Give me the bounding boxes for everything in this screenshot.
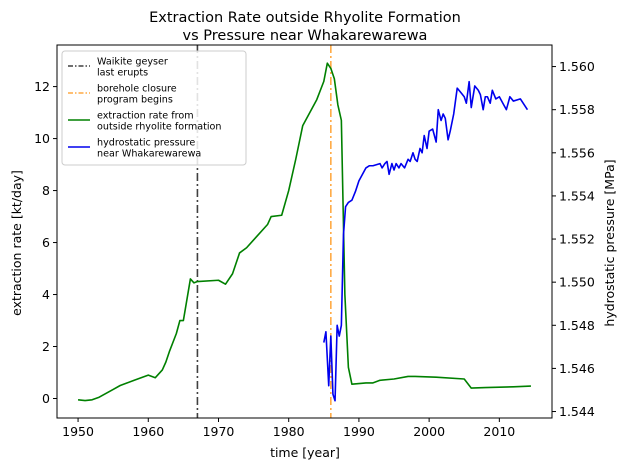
series-line-1 (77, 62, 531, 402)
legend-label-3-line-2: outside rhyolite formation (97, 122, 222, 133)
y-right-tick-label-0: 1.544 (559, 404, 595, 419)
y-right-tick-label-3: 1.550 (559, 275, 595, 290)
axes: 1950 1960 1970 1980 1990 2000 2010 0 2 4 6 8 10 12 1.5… (34, 44, 595, 439)
legend-label-2-line-2: program begins (97, 95, 173, 106)
x-tick-label-1980: 1980 (273, 424, 305, 439)
axes-frame (56, 44, 553, 419)
chart-title-line-1: Extraction Rate outside Rhyolite Formati… (149, 10, 461, 26)
y-axis-right-label: hydrostatic pressure [MPa] (602, 159, 617, 326)
y-left-tick-label-6: 6 (42, 235, 50, 250)
y-right-tick-label-4: 1.552 (559, 232, 595, 247)
x-tick-label-1990: 1990 (343, 424, 375, 439)
legend-label-4-line-1: hydrostatic pressure (97, 138, 195, 149)
y-left-tick-label-2: 2 (42, 339, 50, 354)
legend-label-1-line-1: Waikite geyser (97, 57, 168, 68)
x-tick-label-1970: 1970 (203, 424, 235, 439)
y-right-tick-label-8: 1.560 (559, 59, 595, 74)
y-right-tick-label-1: 1.546 (559, 361, 595, 376)
legend-label-2-line-1: borehole closure (97, 84, 177, 95)
plot-area (77, 45, 531, 418)
y-right-tick-label-5: 1.554 (559, 188, 595, 203)
x-tick-label-2000: 2000 (413, 424, 445, 439)
legend-box (61, 50, 247, 166)
y-left-tick-label-10: 10 (34, 131, 50, 146)
y-right-tick-label-2: 1.548 (559, 318, 595, 333)
y-left-tick-label-12: 12 (34, 79, 50, 94)
y-left-tick-label-4: 4 (42, 287, 50, 302)
x-axis-label: time [year] (270, 445, 340, 460)
legend-label-1-line-2: last erupts (97, 68, 148, 79)
chart-title-line-2: vs Pressure near Whakarewarewa (183, 28, 428, 44)
y-left-tick-label-0: 0 (42, 391, 50, 406)
series-line-2 (323, 80, 529, 402)
x-tick-label-1950: 1950 (62, 424, 94, 439)
y-right-tick-label-6: 1.556 (559, 145, 595, 160)
y-left-tick-label-8: 8 (42, 183, 50, 198)
x-tick-label-1960: 1960 (132, 424, 164, 439)
legend-label-4-line-2: near Whakarewarewa (97, 149, 201, 160)
y-axis-left-label: extraction rate [kt/day] (9, 170, 24, 316)
x-tick-label-2010: 2010 (483, 424, 515, 439)
y-right-tick-label-7: 1.558 (559, 102, 595, 117)
legend-label-3-line-1: extraction rate from (97, 111, 194, 122)
